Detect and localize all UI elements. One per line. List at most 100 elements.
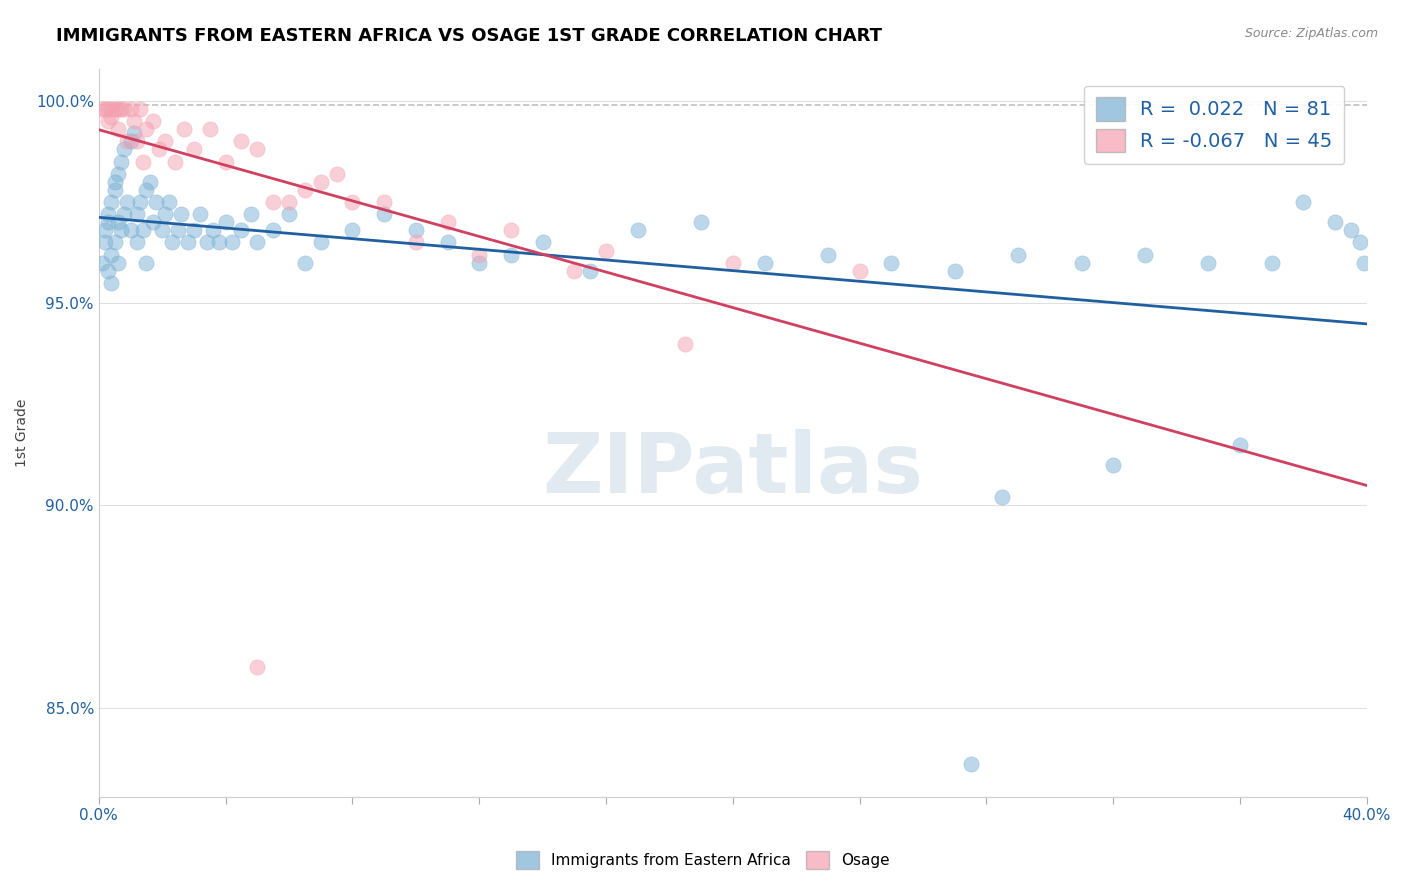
Point <box>167 223 190 237</box>
Point <box>262 223 284 237</box>
Point <box>173 122 195 136</box>
Text: IMMIGRANTS FROM EASTERN AFRICA VS OSAGE 1ST GRADE CORRELATION CHART: IMMIGRANTS FROM EASTERN AFRICA VS OSAGE … <box>56 27 882 45</box>
Point <box>262 194 284 209</box>
Point <box>97 215 120 229</box>
Point <box>201 223 224 237</box>
Point <box>1070 256 1092 270</box>
Point <box>1197 256 1219 270</box>
Point <box>278 194 301 209</box>
Point <box>110 154 132 169</box>
Point <box>595 244 617 258</box>
Point <box>104 102 127 116</box>
Point <box>959 757 981 772</box>
Point <box>112 143 135 157</box>
Text: ZIPatlas: ZIPatlas <box>543 428 924 509</box>
Point <box>405 235 427 250</box>
Point <box>91 256 114 270</box>
Point <box>176 235 198 250</box>
Point <box>1324 215 1347 229</box>
Point <box>342 194 364 209</box>
Point <box>1350 235 1372 250</box>
Point <box>125 207 148 221</box>
Point <box>107 167 129 181</box>
Point <box>221 235 243 250</box>
Point <box>1340 223 1362 237</box>
Point <box>100 276 122 290</box>
Point <box>163 154 186 169</box>
Point <box>1229 438 1251 452</box>
Point <box>100 110 122 124</box>
Point <box>231 223 253 237</box>
Point <box>97 264 120 278</box>
Point <box>991 491 1014 505</box>
Point <box>690 215 713 229</box>
Point <box>91 102 114 116</box>
Point <box>1007 247 1029 261</box>
Point <box>817 247 839 261</box>
Point <box>1260 256 1282 270</box>
Point <box>97 207 120 221</box>
Point <box>499 247 522 261</box>
Point <box>145 194 167 209</box>
Point <box>107 256 129 270</box>
Point <box>214 154 236 169</box>
Point <box>208 235 231 250</box>
Point <box>325 167 347 181</box>
Point <box>880 256 903 270</box>
Point <box>195 235 218 250</box>
Point <box>1133 247 1156 261</box>
Point <box>94 235 117 250</box>
Point <box>627 223 650 237</box>
Point <box>214 215 236 229</box>
Point <box>246 143 269 157</box>
Point <box>122 126 145 140</box>
Point <box>129 194 152 209</box>
Point <box>157 194 180 209</box>
Point <box>468 256 491 270</box>
Point <box>117 134 139 148</box>
Point <box>148 143 170 157</box>
Point <box>125 235 148 250</box>
Point <box>848 264 870 278</box>
Point <box>135 183 157 197</box>
Point <box>104 183 127 197</box>
Point <box>150 223 173 237</box>
Point <box>97 114 120 128</box>
Point <box>142 114 165 128</box>
Point <box>94 102 117 116</box>
Point <box>943 264 966 278</box>
Point <box>373 207 395 221</box>
Point <box>100 194 122 209</box>
Point <box>531 235 554 250</box>
Point <box>117 194 139 209</box>
Point <box>104 175 127 189</box>
Point <box>107 215 129 229</box>
Point <box>754 256 776 270</box>
Text: Source: ZipAtlas.com: Source: ZipAtlas.com <box>1244 27 1378 40</box>
Point <box>132 223 155 237</box>
Point <box>120 223 142 237</box>
Point <box>239 207 262 221</box>
Point <box>562 264 585 278</box>
Point <box>1102 458 1125 472</box>
Point <box>468 247 491 261</box>
Point <box>246 235 269 250</box>
Point <box>97 102 120 116</box>
Y-axis label: 1st Grade: 1st Grade <box>15 399 30 467</box>
Point <box>373 194 395 209</box>
Point <box>138 175 160 189</box>
Point <box>112 207 135 221</box>
Point <box>110 223 132 237</box>
Point <box>499 223 522 237</box>
Legend: R =  0.022   N = 81, R = -0.067   N = 45: R = 0.022 N = 81, R = -0.067 N = 45 <box>1084 86 1344 164</box>
Point <box>129 102 152 116</box>
Point <box>135 256 157 270</box>
Point <box>107 122 129 136</box>
Point <box>278 207 301 221</box>
Point <box>135 122 157 136</box>
Point <box>100 247 122 261</box>
Point <box>183 143 205 157</box>
Point <box>188 207 211 221</box>
Point <box>231 134 253 148</box>
Point <box>155 134 177 148</box>
